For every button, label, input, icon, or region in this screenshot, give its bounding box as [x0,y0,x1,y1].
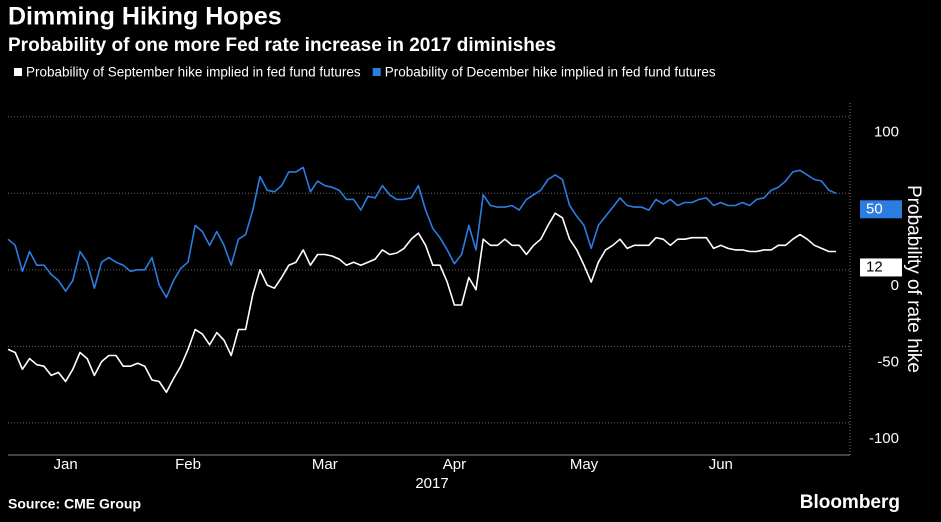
brand: Bloomberg [800,492,900,513]
series-line [7,166,837,299]
y-tick-label: 0 [891,277,899,294]
x-tick-label: Mar [312,456,338,473]
end-value-label: 50 [866,200,883,217]
y-tick-label: -100 [869,430,899,447]
chart-title: Dimming Hiking Hopes [8,3,282,31]
source: Source: CME Group [8,496,141,512]
x-tick-label: Jan [54,456,78,473]
end-value-label: 12 [866,258,883,275]
legend-swatch [372,68,381,76]
legend-label: Probability of September hike implied in… [26,65,361,80]
x-axis-title: 2017 [415,475,448,492]
y-tick-label: -50 [877,353,899,370]
y-axis-title: Probability of rate hike [903,185,924,373]
end-value-tag [860,258,902,277]
legend-label: Probability of December hike implied in … [385,65,716,80]
y-tick-label: 100 [874,124,899,141]
x-tick-label: Jun [709,456,733,473]
legend-swatch [14,68,22,76]
x-tick-label: Apr [443,456,466,473]
chart-subtitle: Probability of one more Fed rate increas… [8,35,556,56]
series-line [7,212,836,394]
x-tick-label: May [570,456,599,473]
end-value-tag [860,200,902,219]
x-tick-label: Feb [175,456,201,473]
